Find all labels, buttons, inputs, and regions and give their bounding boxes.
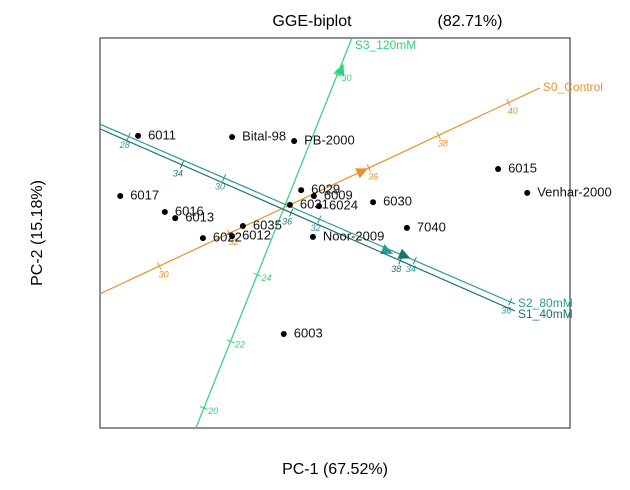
environment-vector [397,248,411,259]
environment-tick [179,160,184,169]
x-axis-label: PC-1 (67.52%) [282,461,388,478]
environment-tick [226,339,235,344]
environment-label: S2_80mM [518,296,573,310]
environment-tick-label: 40 [508,106,518,116]
environment-label: S1_40mM [518,307,573,321]
environment-tick [506,98,511,107]
environment-label: S0_Control [543,80,603,94]
genotype-label: Bital-98 [242,128,286,143]
environment-tick-label: 30 [159,269,169,279]
genotype-label: 6024 [329,198,358,213]
genotype-point [280,331,287,338]
genotype-label: 6015 [508,160,537,175]
genotype-label: 7040 [417,219,446,234]
plot-frame [99,37,571,429]
genotype-label: 6017 [130,187,159,202]
environment-tick-label: 32 [228,237,238,247]
genotype-point [298,187,305,194]
environment-tick-label: 34 [406,264,416,274]
genotype-point [199,235,206,242]
environment-vector [380,244,394,255]
environment-tick-label: 22 [234,339,245,349]
environment-label: S3_120mM [355,38,416,52]
environment-axis [99,87,541,295]
environment-axis [99,128,516,312]
genotype-point [495,166,502,173]
environment-tick-label: 30 [215,181,225,191]
environment-axis [99,123,516,305]
genotype-point [117,192,124,199]
y-axis-label: PC-2 (15.18%) [29,180,46,286]
genotype-point [229,233,236,240]
environment-tick-label: 36 [501,305,511,315]
environment-tick [157,262,162,270]
environment-tick [508,298,513,306]
genotype-label: Venhar-2000 [537,184,611,199]
genotype-point [172,215,179,222]
environment-tick-label: 24 [261,273,272,283]
genotype-label: PB-2000 [304,132,355,147]
environment-tick [253,272,262,277]
genotype-point [403,224,410,231]
genotype-label: 6013 [185,210,214,225]
environment-tick-label: 34 [173,168,183,178]
environment-tick [199,406,208,410]
genotype-label: 6011 [148,127,176,142]
environment-tick [333,72,342,77]
genotype-label: Noor-2009 [323,228,384,243]
environment-axis [195,37,353,429]
genotype-point [310,192,317,199]
genotype-label: 6035 [253,217,282,232]
environment-tick [221,174,227,182]
environment-tick [412,256,417,265]
genotype-point [161,208,168,215]
genotype-point [286,201,293,208]
genotype-point [316,203,323,210]
environment-tick-label: 30 [342,73,352,83]
genotype-label: 6029 [311,182,340,197]
genotype-point [229,134,236,141]
genotype-label: 6012 [242,228,271,243]
genotype-label: 6016 [175,203,204,218]
environment-vector [355,168,369,179]
environment-tick-label: 32 [310,223,320,233]
environment-tick-label: 36 [282,216,292,226]
genotype-label: 6031 [300,196,329,211]
environment-tick-label: 38 [391,264,401,274]
genotype-label: 6003 [294,325,323,340]
genotype-point [370,199,377,206]
genotype-point [135,132,142,139]
environment-tick-label: 20 [207,406,218,416]
chart-subtitle: (82.71%) [438,13,503,30]
genotype-point [309,233,316,240]
environment-vector [334,63,345,77]
chart-title: GGE-biplot [272,13,352,30]
environment-tick-label: 28 [119,140,130,150]
environment-tick-label: 38 [438,139,448,149]
environment-tick [366,164,371,172]
environment-tick [126,132,131,141]
environment-tick-label: 36 [368,171,378,181]
genotype-label: 6022 [213,230,242,245]
genotype-point [239,222,246,229]
environment-tick [289,208,294,217]
environment-tick [436,131,441,140]
genotype-point [291,137,298,144]
environment-tick [317,215,322,224]
genotype-label: 6009 [324,187,353,202]
genotype-label: 6030 [383,194,412,209]
genotype-point [524,189,531,196]
